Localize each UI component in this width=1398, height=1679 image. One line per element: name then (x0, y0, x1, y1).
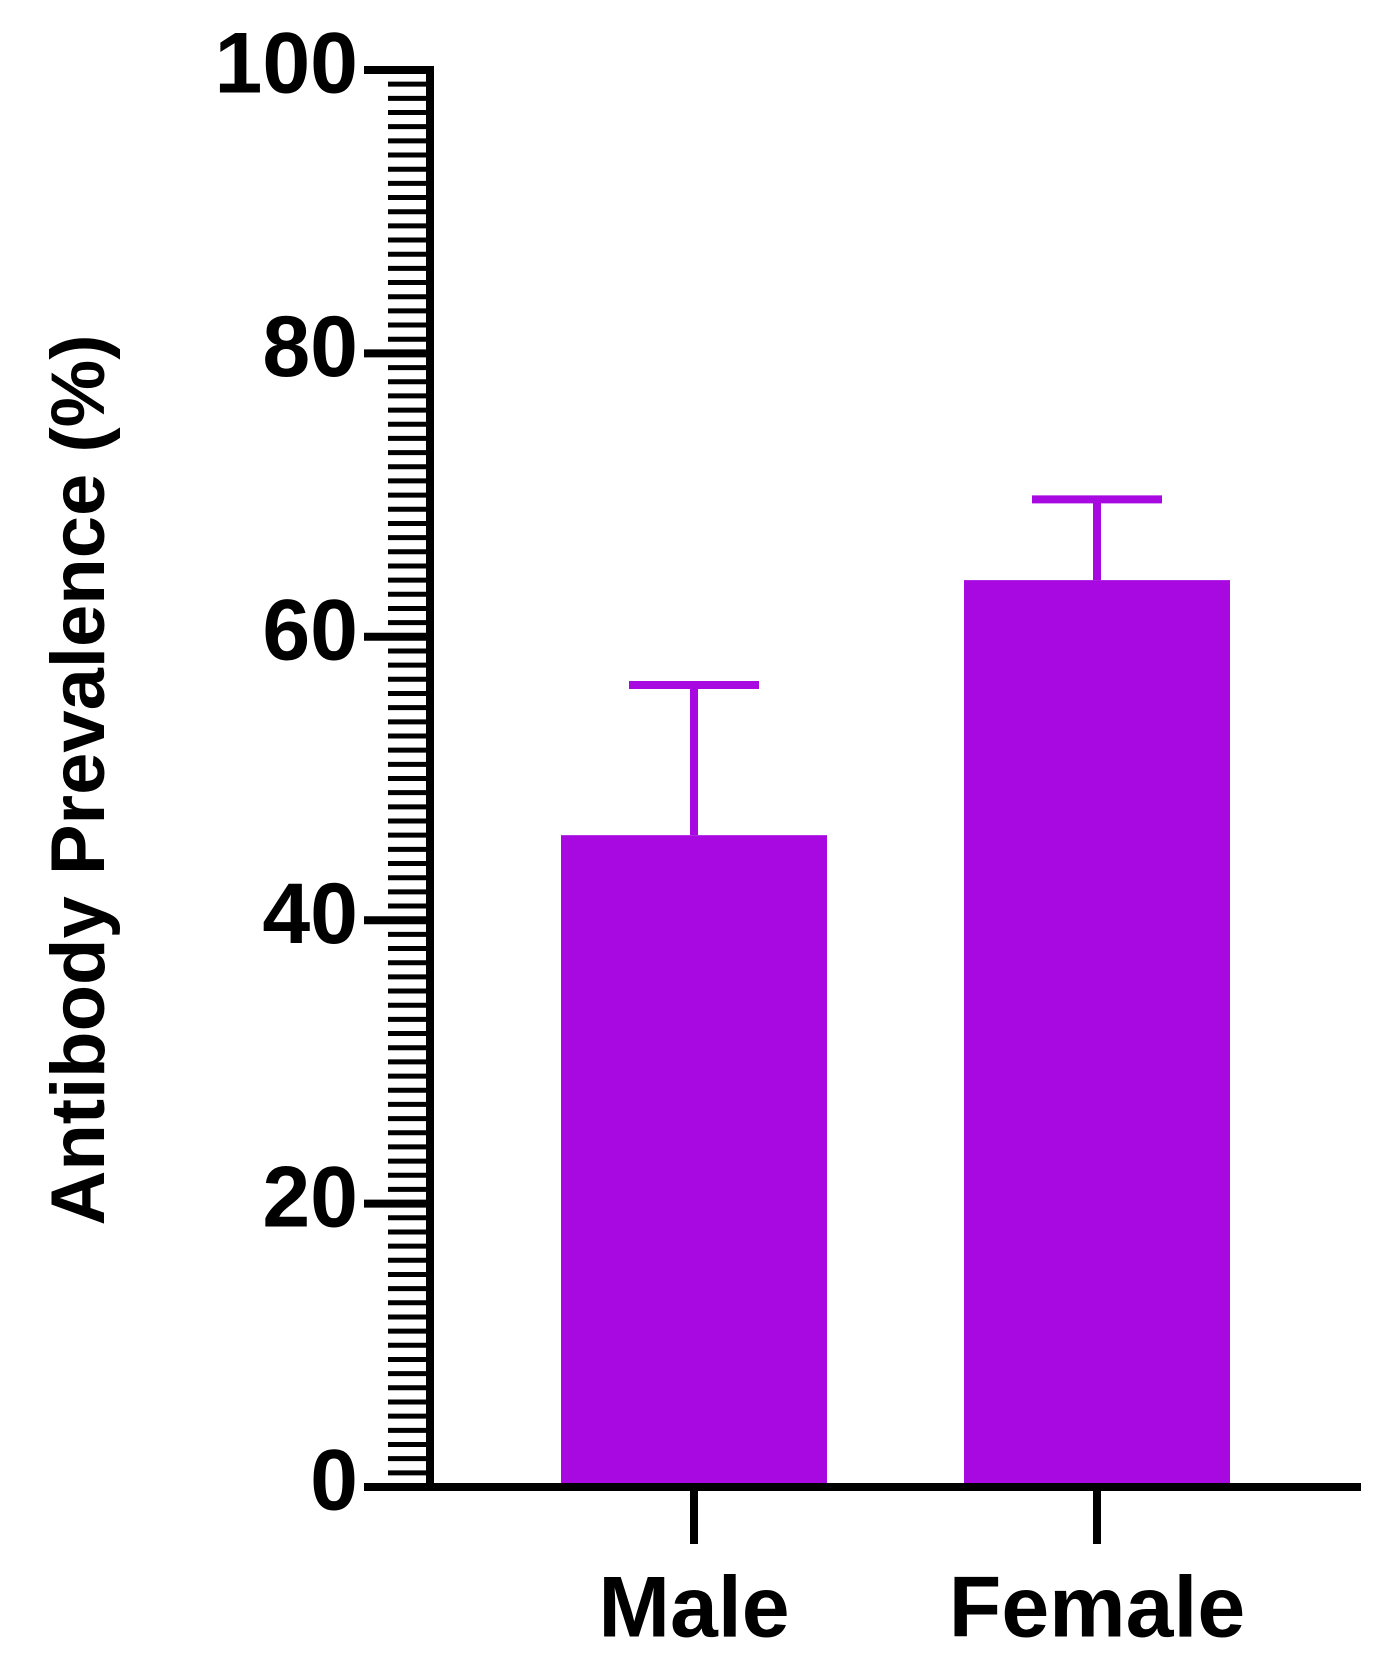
y-tick-label: 0 (310, 1433, 358, 1529)
y-tick-label: 20 (262, 1149, 358, 1245)
y-axis-label: Antibody Prevalence (%) (36, 334, 121, 1225)
bar (561, 835, 827, 1487)
y-tick-label: 100 (215, 16, 359, 112)
y-tick-label: 60 (262, 583, 358, 679)
y-tick-label: 80 (262, 299, 358, 395)
y-tick-label: 40 (262, 866, 358, 962)
bar (964, 580, 1230, 1487)
x-tick-label: Male (598, 1560, 789, 1656)
x-tick-label: Female (949, 1560, 1245, 1656)
